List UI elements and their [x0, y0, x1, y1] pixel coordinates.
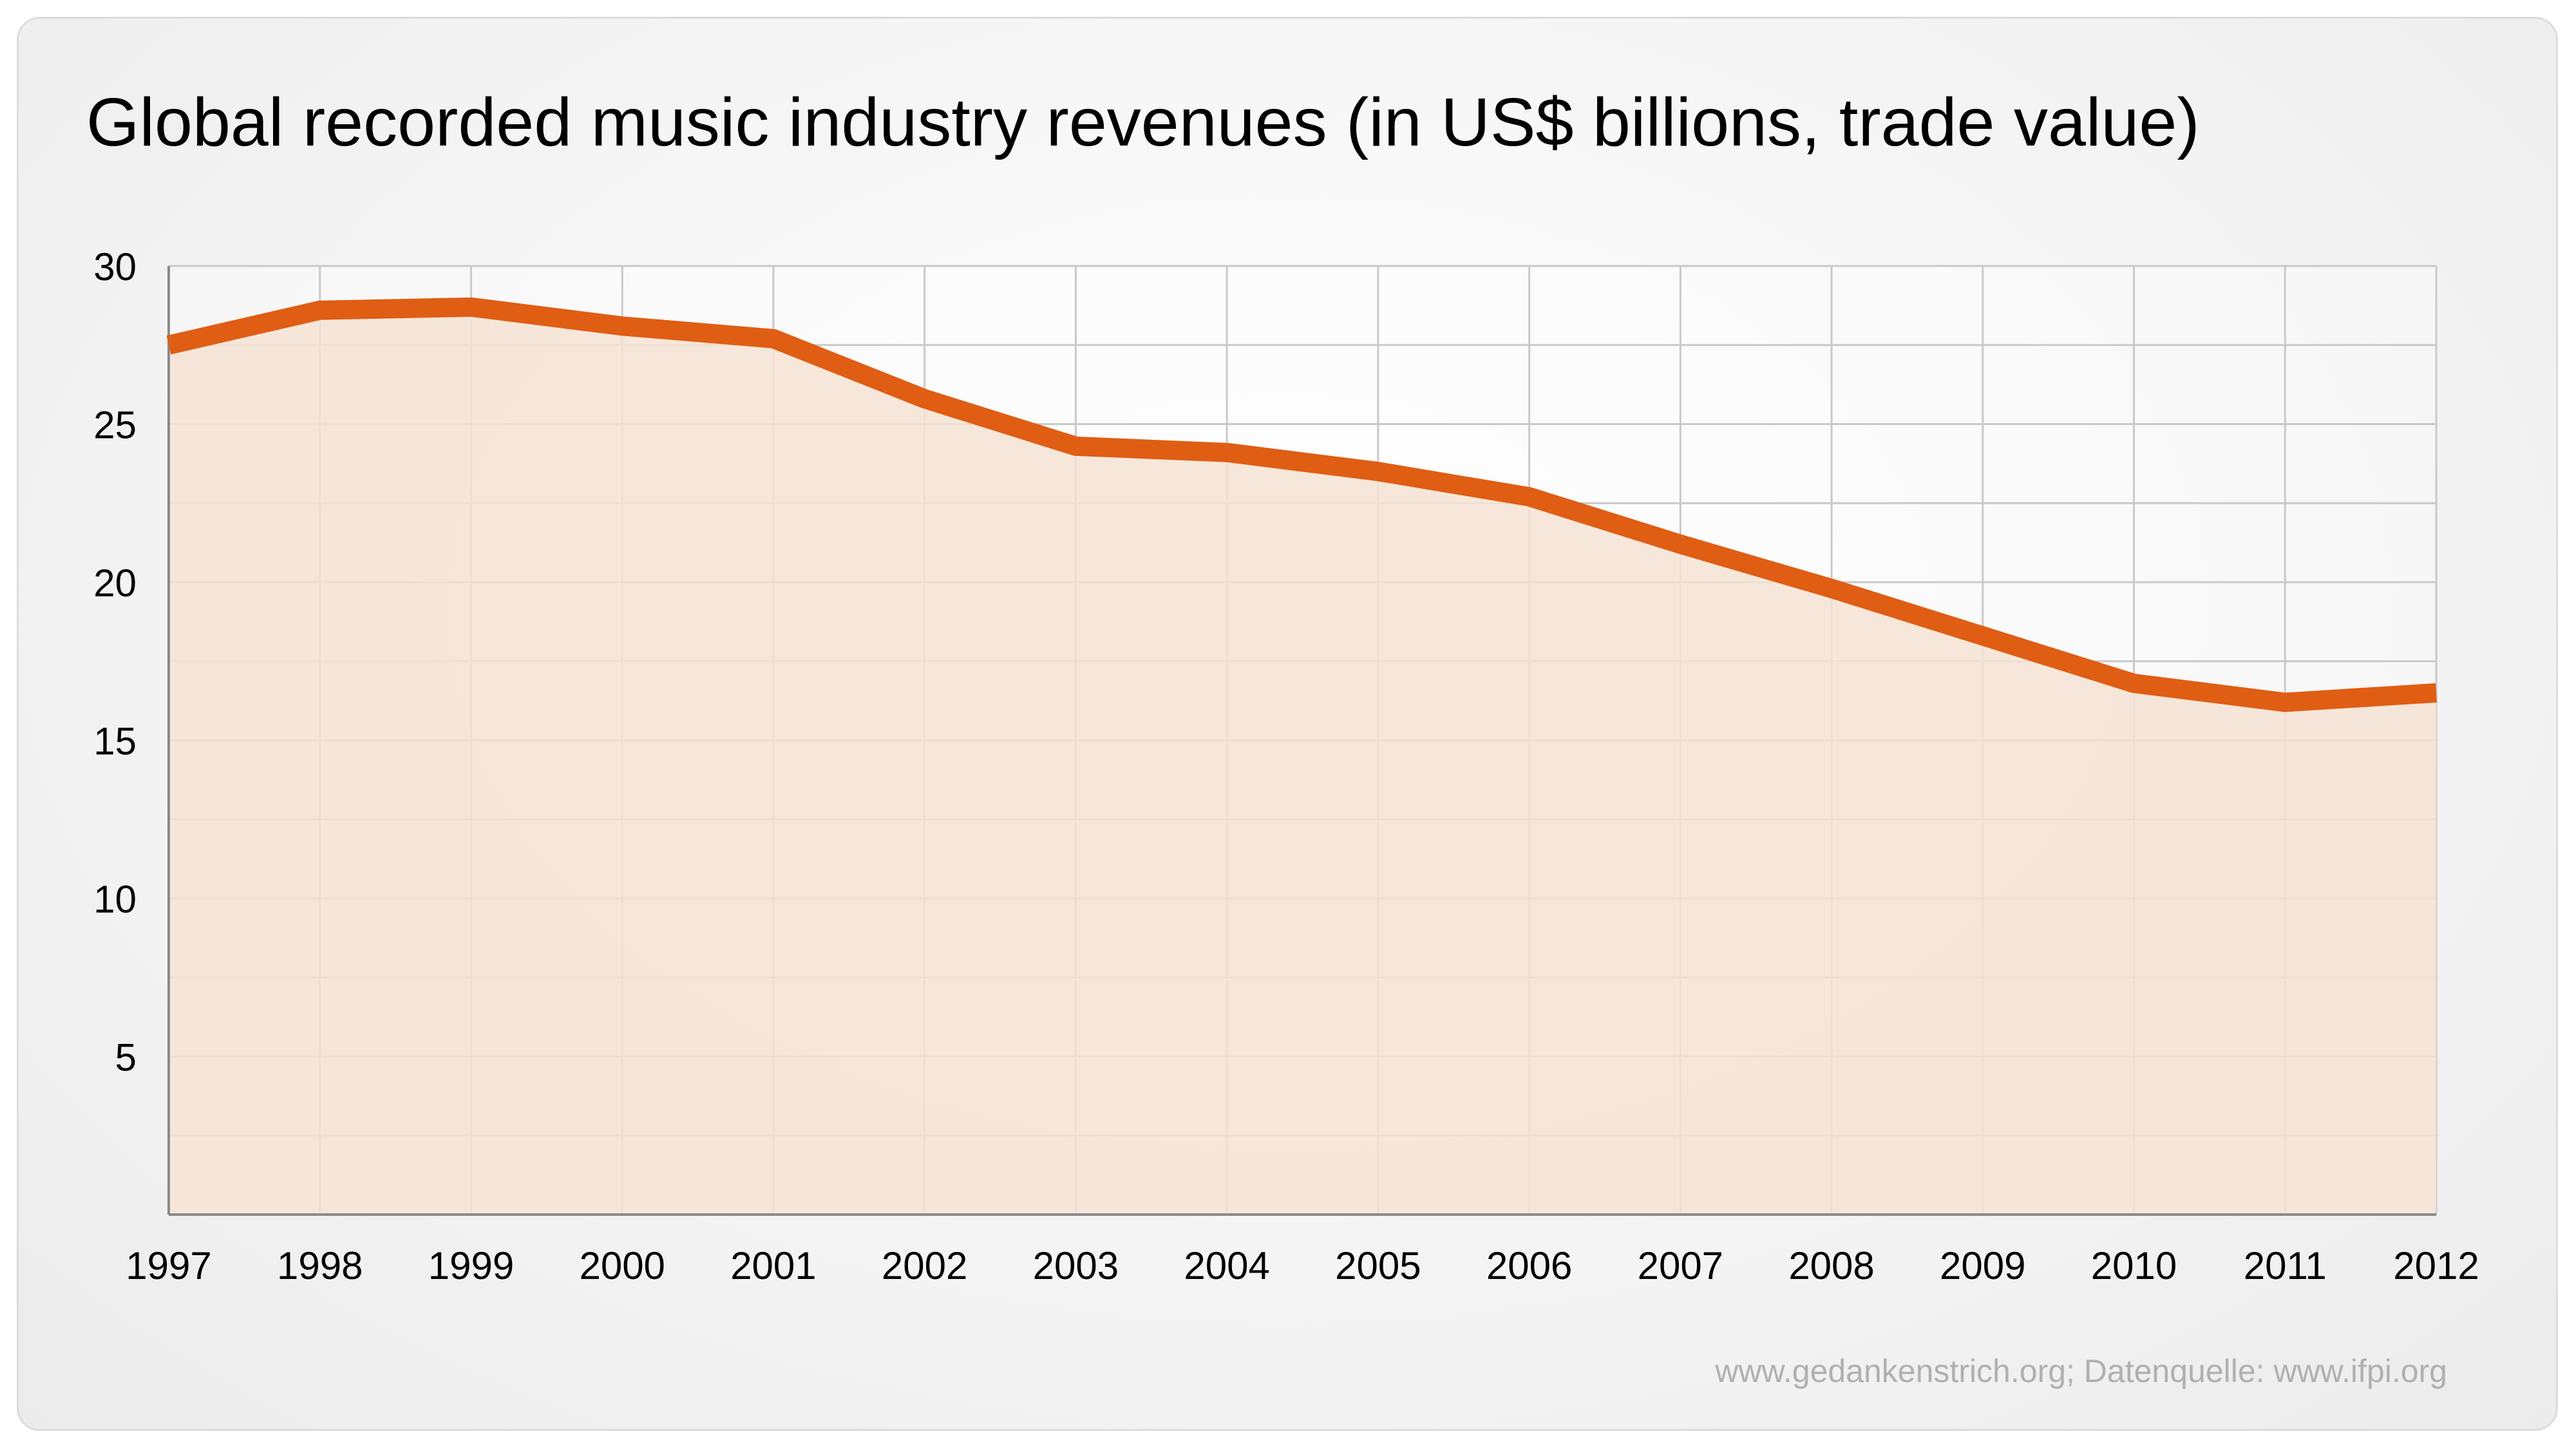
data-point	[2284, 702, 2286, 703]
y-tick-labels: 5 10 15 20 25 30	[93, 245, 137, 1079]
data-point	[1075, 446, 1076, 447]
data-point	[621, 325, 623, 327]
data-point	[1831, 588, 1832, 589]
series-line	[166, 297, 2437, 712]
x-tick-label: 1999	[428, 1244, 514, 1287]
x-tick-label: 1997	[126, 1244, 211, 1287]
x-tick-label: 2010	[2091, 1244, 2177, 1287]
x-tick-label: 2011	[2244, 1244, 2327, 1287]
data-point	[924, 398, 925, 399]
x-tick-labels: 1997 1998 1999 2000 2001 2002 2003 2004 2005 2006…	[126, 1244, 2479, 1287]
data-point	[1226, 452, 1227, 453]
x-tick-label: 2003	[1033, 1244, 1119, 1287]
x-tick-label: 2012	[2393, 1244, 2479, 1287]
x-tick-label: 2006	[1486, 1244, 1572, 1287]
y-tick-label: 5	[115, 1036, 137, 1079]
y-tick-label: 25	[93, 404, 137, 447]
data-point	[1529, 496, 1530, 497]
data-point	[470, 307, 471, 308]
data-point	[1378, 471, 1379, 472]
x-tick-label: 2001	[730, 1244, 816, 1287]
y-tick-label: 20	[93, 562, 137, 605]
x-tick-label: 2005	[1335, 1244, 1421, 1287]
x-tick-label: 2004	[1184, 1244, 1269, 1287]
y-tick-label: 15	[93, 720, 137, 763]
area-layer	[169, 307, 2436, 1215]
source-note: www.gedankenstrich.org; Datenquelle: www…	[1715, 1353, 2447, 1389]
x-tick-label: 2002	[882, 1244, 967, 1287]
y-tick-label: 10	[93, 878, 137, 921]
x-tick-label: 2007	[1638, 1244, 1723, 1287]
x-tick-label: 2008	[1788, 1244, 1874, 1287]
x-tick-label: 2000	[579, 1244, 665, 1287]
chart-title: Global recorded music industry revenues …	[86, 84, 2200, 160]
data-point	[2436, 692, 2437, 694]
y-tick-label: 30	[93, 245, 137, 289]
axis	[167, 266, 2436, 1216]
data-point	[319, 310, 321, 311]
data-point	[168, 345, 169, 346]
x-tick-label: 1998	[277, 1244, 363, 1287]
data-point	[1982, 635, 1984, 636]
data-point	[2134, 683, 2135, 684]
data-point	[773, 338, 774, 339]
series-layer	[166, 297, 2437, 712]
x-tick-label: 2009	[1940, 1244, 2025, 1287]
data-point	[1680, 544, 1681, 545]
series-area	[169, 307, 2436, 1215]
